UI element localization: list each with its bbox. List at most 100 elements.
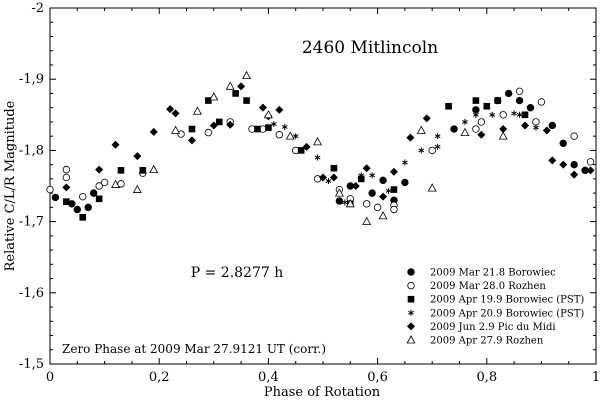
data-point — [95, 195, 103, 203]
data-point — [149, 164, 159, 174]
series-4 — [271, 110, 539, 206]
data-point — [177, 130, 185, 138]
data-point — [254, 125, 261, 133]
x-tick-label: 0 — [46, 370, 54, 385]
data-point — [51, 193, 60, 202]
data-point — [314, 154, 321, 161]
asterisk-stroke — [402, 160, 408, 165]
data-point — [401, 178, 409, 187]
axis-ticks — [49, 7, 597, 365]
data-point — [275, 131, 284, 139]
asterisk-stroke — [451, 127, 457, 131]
data-point — [209, 92, 219, 101]
data-point — [263, 109, 273, 119]
data-point — [111, 179, 120, 188]
data-point — [559, 139, 567, 147]
data-point — [368, 189, 376, 197]
data-point — [418, 147, 425, 154]
x-tick-label: 0,2 — [149, 370, 170, 385]
data-point — [79, 192, 87, 201]
data-point — [526, 103, 535, 112]
legend-marker — [407, 322, 415, 331]
y-tick-label: -1,7 — [19, 215, 44, 230]
data-point — [427, 183, 437, 192]
data-point — [451, 126, 457, 133]
data-point — [586, 158, 595, 166]
data-point — [281, 123, 288, 130]
chart-title: 2460 Mitlincoln — [302, 38, 438, 58]
data-points — [46, 70, 595, 226]
data-point — [511, 110, 517, 117]
asterisk-stroke — [418, 148, 425, 153]
data-point — [325, 178, 332, 185]
asterisk-stroke — [408, 310, 414, 315]
data-point — [406, 133, 415, 142]
data-point — [472, 97, 480, 104]
x-tick-label: 1 — [592, 370, 600, 385]
legend-marker — [407, 295, 415, 303]
data-point — [329, 173, 338, 182]
data-point — [434, 143, 441, 150]
y-tick-label: -2 — [31, 1, 44, 16]
legend-label: 2009 Mar 28.0 Rozhen — [430, 281, 546, 292]
data-point — [166, 105, 175, 114]
data-point — [46, 185, 54, 194]
data-point — [570, 170, 579, 179]
data-point — [533, 124, 539, 131]
y-tick-label: -1,5 — [19, 357, 44, 372]
data-point — [334, 188, 344, 197]
data-point — [132, 184, 142, 193]
data-point — [204, 128, 213, 137]
data-point — [428, 146, 436, 155]
data-point — [542, 126, 551, 135]
asterisk-stroke — [369, 173, 375, 178]
data-point — [62, 173, 71, 182]
data-point — [335, 197, 344, 205]
data-point — [472, 125, 480, 133]
data-point — [265, 124, 272, 131]
x-tick-label: 0,4 — [258, 370, 279, 385]
data-point — [499, 125, 508, 134]
data-point — [473, 111, 479, 118]
data-point — [330, 164, 338, 172]
data-point — [559, 160, 568, 169]
legend-marker — [407, 281, 415, 290]
data-point — [521, 111, 529, 119]
x-tick-label: 0,6 — [367, 370, 388, 385]
legend-label: 2009 Jun 2.9 Pic du Midi — [430, 322, 556, 333]
x-axis-label: Phase of Rotation — [264, 385, 381, 400]
x-tick-label: 0,8 — [476, 370, 497, 385]
legend-marker — [408, 309, 414, 316]
data-point — [79, 214, 87, 221]
data-point — [385, 187, 392, 194]
data-point — [62, 165, 71, 174]
data-point — [570, 132, 578, 140]
data-point — [84, 203, 92, 212]
data-point — [149, 127, 158, 136]
data-point — [171, 109, 180, 118]
data-point — [313, 137, 323, 146]
data-point — [460, 127, 470, 137]
legend-label: 2009 Apr 27.9 Rozhen — [430, 336, 544, 347]
asterisk-stroke — [511, 111, 517, 116]
data-point — [242, 70, 252, 80]
data-point — [237, 82, 246, 91]
data-point — [362, 216, 372, 226]
data-point — [226, 120, 235, 129]
data-point — [95, 182, 103, 190]
series-2 — [46, 87, 595, 214]
data-point — [258, 103, 267, 112]
data-point — [537, 98, 546, 106]
asterisk-stroke — [385, 189, 392, 193]
data-point — [63, 198, 70, 205]
legend-marker — [406, 335, 416, 344]
asterisk-stroke — [489, 112, 496, 117]
data-point — [215, 118, 223, 126]
data-point — [532, 118, 540, 126]
y-tick-labels: -1,5 -1,6 -1,7 -1,8 -1,9 -2 — [19, 1, 44, 372]
data-point — [515, 96, 524, 105]
data-point — [548, 121, 557, 130]
data-point — [379, 176, 387, 185]
data-point — [477, 130, 486, 139]
data-point — [341, 199, 348, 206]
